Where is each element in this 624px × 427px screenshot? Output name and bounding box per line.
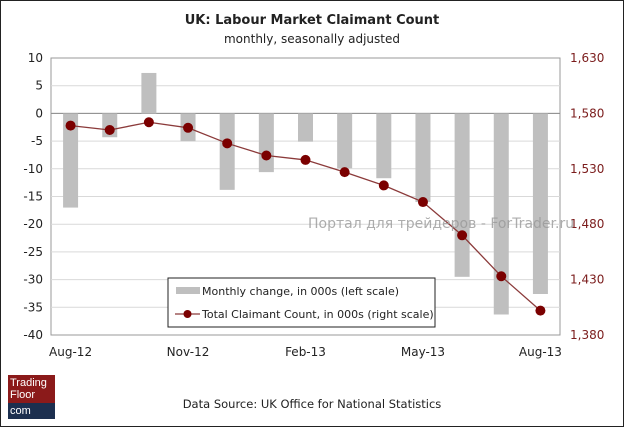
bar bbox=[376, 113, 392, 179]
bar bbox=[298, 113, 313, 142]
logo-line2: Floor bbox=[10, 389, 36, 401]
bar bbox=[141, 72, 157, 114]
left-tick-label: -15 bbox=[23, 190, 43, 204]
right-tick-label: 1,630 bbox=[570, 51, 604, 65]
x-tick-label: Nov-12 bbox=[167, 345, 210, 359]
chart-subtitle: monthly, seasonally adjusted bbox=[223, 32, 400, 46]
right-tick-label: 1,380 bbox=[570, 328, 604, 342]
logo-line3: com bbox=[8, 403, 55, 419]
bar bbox=[454, 113, 470, 277]
x-tick-label: May-13 bbox=[401, 345, 445, 359]
x-tick-label: Aug-13 bbox=[519, 345, 562, 359]
line-point bbox=[496, 271, 507, 282]
x-tick-label: Feb-13 bbox=[285, 345, 326, 359]
x-tick-label: Aug-12 bbox=[49, 345, 92, 359]
bar bbox=[219, 113, 235, 190]
line-point bbox=[65, 120, 76, 131]
line-point bbox=[104, 125, 115, 136]
legend-box bbox=[167, 277, 436, 328]
left-tick-label: -30 bbox=[23, 273, 43, 287]
right-tick-label: 1,430 bbox=[570, 273, 604, 287]
line-point bbox=[457, 230, 468, 241]
right-tick-label: 1,580 bbox=[570, 106, 604, 120]
tradingfloor-logo: Trading Floor com bbox=[8, 375, 55, 419]
line-point bbox=[378, 180, 389, 191]
line-point bbox=[300, 154, 311, 165]
left-tick-label: 5 bbox=[35, 79, 43, 93]
bar bbox=[532, 113, 548, 295]
legend-bar-swatch bbox=[176, 287, 200, 294]
left-tick-label: -35 bbox=[23, 300, 43, 314]
left-tick-label: 10 bbox=[28, 51, 43, 65]
bar bbox=[493, 113, 509, 315]
legend-line-label: Total Claimant Count, in 000s (right sca… bbox=[201, 308, 434, 321]
line-point bbox=[143, 117, 154, 128]
right-tick-label: 1,530 bbox=[570, 162, 604, 176]
left-tick-label: -10 bbox=[23, 162, 43, 176]
bar bbox=[337, 113, 353, 169]
line-point bbox=[222, 138, 233, 149]
bar bbox=[415, 113, 431, 203]
line-point bbox=[535, 305, 546, 316]
left-tick-label: -20 bbox=[23, 217, 43, 231]
line-point bbox=[339, 167, 350, 178]
left-tick-label: -5 bbox=[31, 134, 43, 148]
line-point bbox=[183, 122, 194, 133]
chart-title: UK: Labour Market Claimant Count bbox=[184, 13, 440, 28]
watermark: Портал для трейдеров - ForTrader.ru bbox=[308, 216, 575, 232]
data-source: Data Source: UK Office for National Stat… bbox=[182, 397, 442, 411]
line-point bbox=[417, 197, 428, 208]
left-tick-label: 0 bbox=[35, 106, 43, 120]
bar bbox=[258, 113, 274, 173]
line-point bbox=[261, 150, 272, 161]
plot-area: 10 5 0 -5 -10 -15 -20 -25 -30 -35 -40 1,630 1,580 1,5… bbox=[23, 51, 604, 359]
bar bbox=[63, 113, 79, 208]
left-tick-label: -40 bbox=[23, 328, 43, 342]
left-tick-label: -25 bbox=[23, 245, 43, 259]
logo-line1: Trading bbox=[10, 377, 47, 389]
right-tick-label: 1,480 bbox=[570, 217, 604, 231]
legend-bar-label: Monthly change, in 000s (left scale) bbox=[202, 285, 399, 298]
legend-line-marker bbox=[183, 310, 192, 318]
